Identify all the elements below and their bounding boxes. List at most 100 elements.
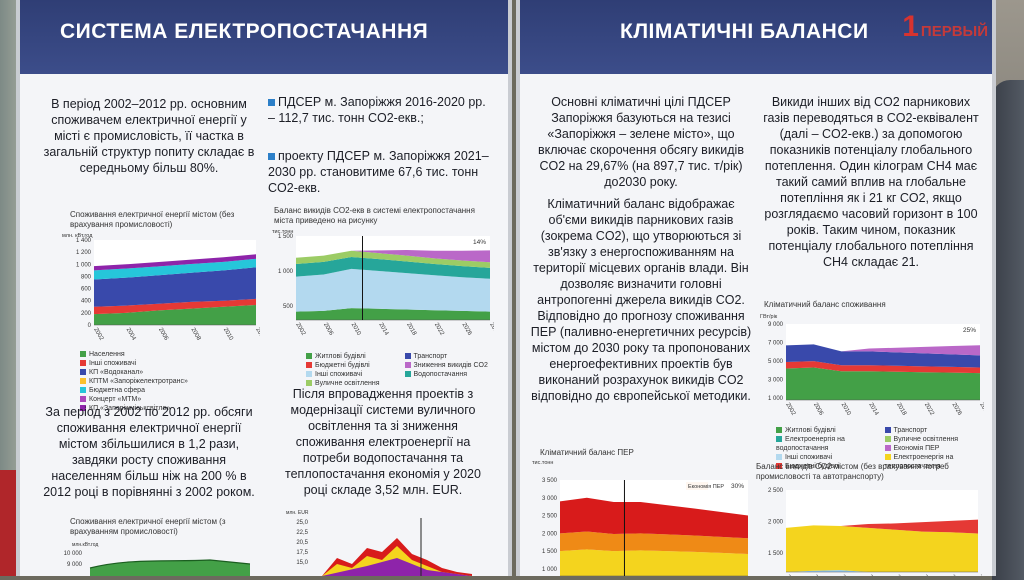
x-tick-label: 2018 xyxy=(894,574,906,576)
legend-label: Економія ПЕР xyxy=(688,484,724,490)
bullet-2021-2030: проекту ПДСЕР м. Запоріжжя 2021–2030 рр.… xyxy=(268,149,489,195)
series-area-2 xyxy=(560,497,748,539)
goals-text: Основні кліматичні цілі ПДСЕР Запоріжжя … xyxy=(538,95,744,189)
bullet-square-icon xyxy=(268,99,275,107)
poster-banner: КЛІМАТИЧНІ БАЛАНСИ 1 ПЕРВЫЙ xyxy=(520,0,992,74)
poster-climate: КЛІМАТИЧНІ БАЛАНСИ 1 ПЕРВЫЙ Основні кліма… xyxy=(516,0,996,576)
y-tick-label: 7 000 xyxy=(768,341,784,347)
poster-title: СИСТЕМА ЕЛЕКТРОПОСТАЧАННЯ xyxy=(60,20,429,43)
savings-text: Після впровадження проектів з модернізац… xyxy=(285,387,481,497)
y-tick-label: 600 xyxy=(81,287,92,293)
chart-economy-eur: млн. EUR 25,0 22,5 20,5 17,5 15,0 xyxy=(286,510,472,576)
chart-consumption-with-industry: млн.кВт.год 10 000 9 000 xyxy=(64,542,251,576)
bullet-square-icon xyxy=(268,153,275,161)
series-area-4 xyxy=(94,254,256,271)
y-tick-label: 1 500 xyxy=(768,551,784,557)
svg-text:20,5: 20,5 xyxy=(296,540,308,546)
chart-per-caption: Кліматичний баланс ПЕР xyxy=(540,448,634,457)
x-tick-label: 2018 xyxy=(405,322,417,337)
poster-banner: СИСТЕМА ЕЛЕКТРОПОСТАЧАННЯ xyxy=(20,0,508,74)
growth-text: За період з 2002 по 2012 рр. обсяги спож… xyxy=(43,405,255,499)
y-tick-label: 1 000 xyxy=(542,567,558,573)
x-tick-label: 2010 xyxy=(222,327,234,342)
x-tick-label: 2002 xyxy=(784,402,796,417)
x-tick-label: 2006 xyxy=(157,327,169,342)
y-tick-label: 2 000 xyxy=(542,531,558,537)
x-tick-label: 2030 xyxy=(976,574,982,576)
chart3-area xyxy=(90,560,250,576)
series-area-3 xyxy=(94,258,256,280)
x-tick-label: 2012 xyxy=(254,327,260,342)
x-tick-label: 2030 xyxy=(978,402,984,417)
series-area-2 xyxy=(786,344,980,368)
chart2-caption: Баланс викидів CO2-екв в системі електро… xyxy=(274,206,475,225)
y-tick-label: 1 500 xyxy=(542,549,558,555)
series-area-0 xyxy=(786,367,980,400)
series-area-2 xyxy=(94,267,256,307)
x-tick-label: 2010 xyxy=(350,322,362,337)
chart2-legend: Житлові будівлі Бюджетні будівлі Інші сп… xyxy=(306,352,496,388)
y-axis-label: тис.тонн xyxy=(272,229,293,235)
intro-text: В період 2002–2012 рр. основним споживач… xyxy=(43,97,255,175)
svg-text:15,0: 15,0 xyxy=(296,560,308,566)
x-tick-label: 2026 xyxy=(461,322,473,337)
x-tick-label: 2004 xyxy=(125,327,137,342)
x-tick-label: 2022 xyxy=(923,402,935,417)
y-tick-label: 1 200 xyxy=(76,250,92,256)
x-tick-label: 2026 xyxy=(951,402,963,417)
series-area-2 xyxy=(786,519,978,534)
series-area-3 xyxy=(786,344,980,356)
annotation-label: 25% xyxy=(963,327,976,334)
y-tick-label: 1 000 xyxy=(278,269,294,275)
poster-electricity: СИСТЕМА ЕЛЕКТРОПОСТАЧАННЯ В період 2002–… xyxy=(16,0,512,576)
y-tick-label: 400 xyxy=(81,299,92,305)
series-area-3 xyxy=(296,250,490,268)
y-tick-label: 800 xyxy=(81,274,92,280)
x-tick-label: 2026 xyxy=(949,574,961,576)
x-tick-label: 2014 xyxy=(377,322,389,337)
series-area-1 xyxy=(786,361,980,374)
tv-channel-logo: 1 ПЕРВЫЙ xyxy=(902,10,988,43)
series-area-1 xyxy=(560,531,748,554)
y-tick-label: 1 000 xyxy=(768,396,784,402)
svg-text:9 000: 9 000 xyxy=(67,562,83,568)
chart-co2-caption: Баланс викидів CO2 містом (без врахуванн… xyxy=(756,462,949,481)
x-tick-label: 2014 xyxy=(867,402,879,417)
series-area-2 xyxy=(296,257,490,279)
y-axis-label: млн. кВт.год xyxy=(62,233,93,239)
y-tick-label: 2 000 xyxy=(768,520,784,526)
y-tick-label: 3 000 xyxy=(542,496,558,502)
y-tick-label: 500 xyxy=(283,304,294,310)
y-tick-label: 9 000 xyxy=(768,322,784,328)
y-tick-label: 1 000 xyxy=(76,262,92,268)
chart1-caption: Споживання електричної енергії містом (б… xyxy=(70,210,235,229)
svg-text:10 000: 10 000 xyxy=(64,551,83,557)
x-tick-label: 2010 xyxy=(840,402,852,417)
x-tick-label: 2002 xyxy=(784,574,796,576)
series-area-0 xyxy=(560,549,748,576)
chart1-legend: Населення Інші споживачі КП «Водоканал» … xyxy=(80,350,260,413)
x-tick-label: 2006 xyxy=(322,322,334,337)
x-tick-label: 2002 xyxy=(294,322,306,337)
x-tick-label: 2022 xyxy=(433,322,445,337)
series-area-1 xyxy=(94,298,256,315)
y-tick-label: 5 000 xyxy=(768,359,784,365)
annotation-label: 14% xyxy=(473,239,486,246)
y-axis-label: ГВт/рік xyxy=(760,314,778,320)
annotation-label: 30% xyxy=(731,483,744,490)
x-tick-label: 2022 xyxy=(921,574,933,576)
svg-text:млн. EUR: млн. EUR xyxy=(286,510,309,516)
y-tick-label: 1 400 xyxy=(76,238,92,244)
x-tick-label: 2014 xyxy=(867,574,879,576)
x-tick-label: 2006 xyxy=(812,402,824,417)
y-tick-label: 1 500 xyxy=(278,234,294,240)
visitor-figure xyxy=(992,80,1024,580)
x-tick-label: 2008 xyxy=(189,327,201,342)
svg-text:22,5: 22,5 xyxy=(296,530,308,536)
x-tick-label: 2006 xyxy=(812,574,824,576)
svg-text:17,5: 17,5 xyxy=(296,550,308,556)
x-tick-label: 2010 xyxy=(839,574,851,576)
series-area-4 xyxy=(296,250,490,263)
